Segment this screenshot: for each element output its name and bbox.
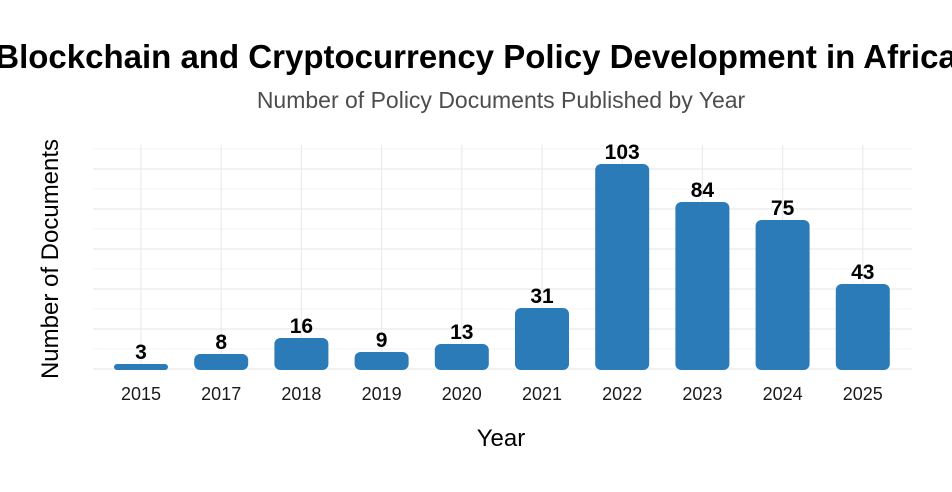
bar-2020 [434, 344, 489, 370]
x-tick-2015: 2015 [121, 384, 161, 404]
x-tick-2021: 2021 [522, 384, 562, 404]
bar-2017 [194, 354, 249, 370]
x-tick-2024: 2024 [763, 384, 803, 404]
value-label-2020: 13 [450, 321, 473, 344]
data-labels: 3 8 16 9 13 31 103 84 75 43 [135, 141, 874, 364]
chart-title: Blockchain and Cryptocurrency Policy Dev… [0, 38, 952, 75]
x-axis-title: Year [477, 425, 526, 452]
bar-2019 [354, 352, 409, 370]
y-axis-title: Number of Documents [37, 139, 64, 379]
bar-2023 [675, 202, 730, 370]
bar-2018 [274, 338, 329, 370]
x-tick-labels: 2015 2017 2018 2019 2020 2021 2022 2023 2024 2025 [121, 384, 883, 404]
value-label-2022: 103 [605, 141, 640, 164]
bar-2025 [835, 284, 890, 370]
x-tick-2023: 2023 [682, 384, 722, 404]
value-label-2024: 75 [771, 197, 795, 220]
chart-subtitle: Number of Policy Documents Published by … [257, 87, 746, 113]
x-tick-2025: 2025 [843, 384, 883, 404]
x-tick-2017: 2017 [201, 384, 241, 404]
value-label-2018: 16 [290, 315, 313, 338]
x-tick-2022: 2022 [602, 384, 642, 404]
value-label-2021: 31 [530, 285, 554, 308]
value-label-2019: 9 [376, 329, 388, 352]
grid [93, 145, 912, 370]
value-label-2023: 84 [691, 179, 715, 202]
x-tick-2020: 2020 [442, 384, 482, 404]
bars [114, 164, 890, 370]
x-tick-2019: 2019 [362, 384, 402, 404]
bar-2024 [755, 220, 810, 370]
value-label-2017: 8 [215, 331, 227, 354]
bar-2015 [114, 364, 168, 370]
value-label-2015: 3 [135, 341, 147, 364]
x-tick-2018: 2018 [281, 384, 321, 404]
bar-2021 [515, 308, 569, 370]
value-label-2025: 43 [851, 261, 874, 284]
bar-2022 [595, 164, 650, 370]
